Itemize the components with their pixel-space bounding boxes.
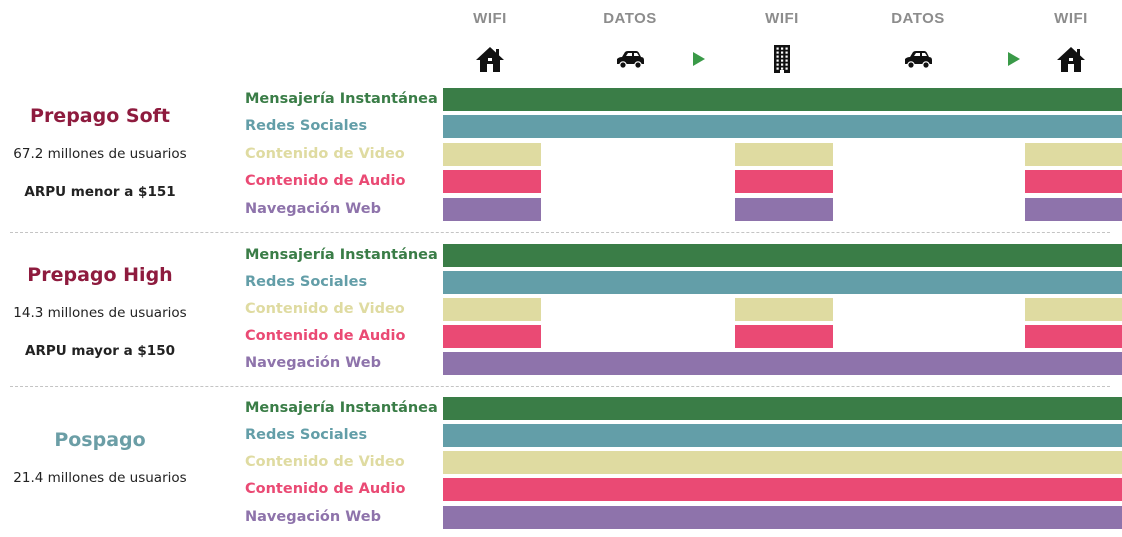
car-icon: [905, 51, 932, 69]
category-label: Navegación Web: [245, 355, 381, 371]
column-label-3: WIFI: [765, 10, 799, 27]
category-label: Contenido de Audio: [245, 481, 406, 497]
office-building-icon: [774, 45, 790, 73]
usage-bar: [1025, 143, 1122, 166]
usage-bar: [443, 506, 1122, 529]
category-label: Contenido de Video: [245, 146, 405, 162]
usage-bar: [443, 325, 541, 348]
car-icon: [617, 51, 644, 69]
usage-bar: [735, 198, 833, 221]
usage-bar: [443, 170, 541, 193]
usage-bar: [443, 115, 1122, 138]
usage-bar: [443, 271, 1122, 294]
usage-bar: [735, 170, 833, 193]
column-label-2: DATOS: [603, 10, 657, 27]
column-label-5: WIFI: [1054, 10, 1088, 27]
category-label: Navegación Web: [245, 201, 381, 217]
usage-bar: [735, 325, 833, 348]
usage-bar: [1025, 325, 1122, 348]
category-label: Redes Sociales: [245, 274, 368, 290]
category-label: Redes Sociales: [245, 427, 368, 443]
usage-bar: [443, 298, 541, 321]
category-label: Contenido de Audio: [245, 173, 406, 189]
usage-bar: [443, 451, 1122, 474]
group-title: Prepago Soft: [30, 105, 170, 127]
category-label: Contenido de Video: [245, 454, 405, 470]
usage-bar: [443, 478, 1122, 501]
usage-bar: [443, 143, 541, 166]
house-icon: [476, 47, 504, 72]
column-label-4: DATOS: [891, 10, 945, 27]
usage-bar: [1025, 170, 1122, 193]
usage-bar: [443, 397, 1122, 420]
category-label: Navegación Web: [245, 509, 381, 525]
category-label: Redes Sociales: [245, 118, 368, 134]
user-count: 67.2 millones de usuarios: [13, 146, 187, 162]
arpu-label: ARPU mayor a $150: [25, 343, 175, 359]
group-title: Pospago: [54, 429, 146, 451]
arpu-label: ARPU menor a $151: [24, 184, 176, 200]
usage-bar: [735, 298, 833, 321]
usage-bar: [443, 244, 1122, 267]
usage-bar: [443, 88, 1122, 111]
group-separator: [10, 232, 1110, 233]
play-arrow-icon: [693, 52, 705, 66]
category-label: Mensajería Instantánea: [245, 247, 438, 263]
user-count: 14.3 millones de usuarios: [13, 305, 187, 321]
group-separator: [10, 386, 1110, 387]
play-arrow-icon: [1008, 52, 1020, 66]
usage-bar: [443, 352, 1122, 375]
usage-bar: [735, 143, 833, 166]
category-label: Mensajería Instantánea: [245, 400, 438, 416]
category-label: Mensajería Instantánea: [245, 91, 438, 107]
group-title: Prepago High: [27, 264, 173, 286]
house-icon: [1057, 47, 1085, 72]
usage-bar: [1025, 298, 1122, 321]
usage-bar: [443, 198, 541, 221]
column-label-1: WIFI: [473, 10, 507, 27]
usage-bar: [443, 424, 1122, 447]
user-count: 21.4 millones de usuarios: [13, 470, 187, 486]
usage-bar: [1025, 198, 1122, 221]
category-label: Contenido de Audio: [245, 328, 406, 344]
category-label: Contenido de Video: [245, 301, 405, 317]
